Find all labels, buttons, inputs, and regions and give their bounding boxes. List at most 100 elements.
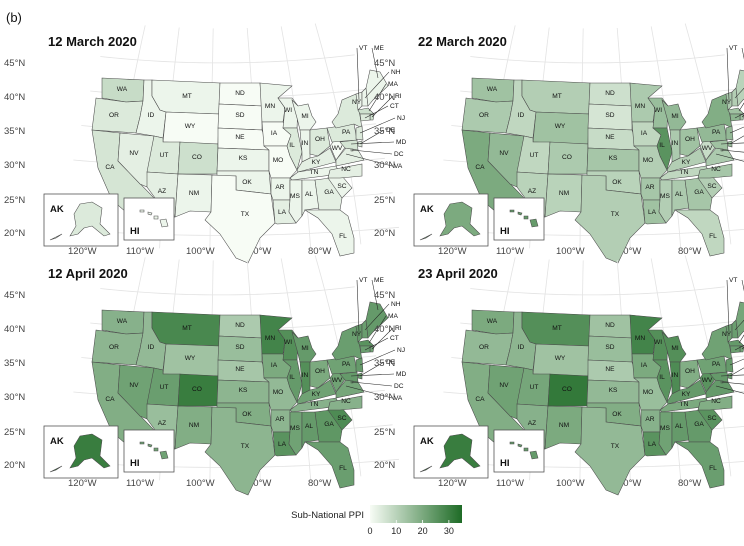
leader-line [720, 142, 744, 145]
hawaii-inset: HI [123, 429, 175, 473]
state-label-wv: WV [332, 145, 343, 152]
alaska-inset: AK [413, 425, 489, 479]
leader-line [364, 303, 390, 331]
state-label-wa: WA [487, 86, 498, 93]
state-label-ar: AR [645, 416, 654, 423]
alaska-inset: AK [43, 425, 119, 479]
leader-line [371, 279, 379, 311]
state-ky [296, 379, 337, 405]
state-al [301, 411, 320, 449]
state-label-tn: TN [680, 401, 689, 408]
state-label-mo: MO [643, 389, 654, 396]
state-label-al: AL [675, 423, 683, 430]
state-ct [359, 113, 371, 122]
state-label-tx: TX [241, 443, 250, 450]
latitude-tick: 30°N [4, 160, 25, 171]
state-oh [309, 359, 331, 389]
state-label-ut: UT [530, 384, 539, 391]
state-label-nj: NJ [397, 115, 405, 122]
state-label-wy: WY [555, 123, 566, 130]
latitude-tick: 30°N [4, 392, 25, 403]
state-label-az: AZ [158, 188, 166, 195]
state-ak [419, 201, 481, 241]
figure-label: (b) [6, 10, 22, 25]
state-ga [684, 409, 713, 443]
leader-line [351, 149, 393, 155]
longitude-tick: 110°W [496, 246, 524, 257]
hawaii-inset: HI [493, 197, 545, 241]
state-me [735, 69, 744, 107]
state-nm [544, 173, 583, 218]
state-label-nc: NC [711, 398, 721, 405]
state-nv [487, 364, 525, 420]
state-ct [729, 113, 741, 122]
state-label-ar: AR [275, 416, 284, 423]
state-label-az: AZ [158, 420, 166, 427]
state-nm [544, 405, 583, 450]
state-md [339, 139, 359, 151]
state-label-wy: WY [185, 123, 196, 130]
legend-tick: 30 [444, 526, 454, 536]
panel-title: 12 March 2020 [48, 34, 137, 49]
state-label-tn: TN [680, 169, 689, 176]
leader-line [726, 47, 730, 101]
state-label-il: IL [659, 374, 665, 381]
state-nc [697, 163, 733, 179]
legend-tick: 0 [367, 526, 372, 536]
state-label-mo: MO [273, 157, 284, 164]
state-label-ca: CA [105, 396, 115, 403]
parallel-line [100, 54, 355, 64]
state-label-ga: GA [324, 189, 334, 196]
state-label-nc: NC [341, 398, 351, 405]
inset-label-hi: HI [500, 458, 510, 469]
state-label-ok: OK [242, 411, 252, 418]
state-label-mn: MN [635, 103, 645, 110]
state-label-wv: WV [702, 377, 713, 384]
parallel-line [470, 54, 725, 64]
state-hi [139, 209, 169, 228]
state-label-sd: SD [235, 112, 244, 119]
longitude-tick: 120°W [68, 478, 97, 489]
state-label-ms: MS [290, 193, 300, 200]
leader-line [734, 112, 744, 119]
states [91, 301, 389, 496]
leader-line [364, 105, 389, 119]
state-label-mt: MT [182, 325, 192, 332]
state-label-sc: SC [337, 183, 346, 190]
state-label-il: IL [289, 374, 295, 381]
state-label-dc: DC [394, 151, 404, 158]
state-ak [49, 201, 111, 241]
leader-line [356, 47, 360, 101]
latitude-tick: 45°N [374, 58, 395, 69]
state-label-wi: WI [654, 107, 662, 114]
state-label-pa: PA [712, 129, 721, 136]
legend-colorbar [370, 505, 462, 523]
latitude-tick: 35°N [374, 358, 395, 369]
state-fl [304, 441, 355, 489]
state-label-al: AL [305, 191, 313, 198]
state-label-in: IN [302, 140, 309, 147]
state-label-tx: TX [611, 443, 620, 450]
longitude-tick: 110°W [126, 478, 154, 489]
state-label-co: CO [192, 386, 202, 393]
state-label-nm: NM [559, 190, 569, 197]
state-label-ga: GA [324, 421, 334, 428]
state-ga [314, 177, 343, 211]
state-il [282, 359, 303, 403]
state-ma [727, 107, 744, 115]
state-label-ma: MA [388, 81, 398, 88]
latitude-tick: 25°N [374, 427, 395, 438]
leader-line [720, 374, 744, 377]
leader-line [350, 141, 395, 145]
state-label-nc: NC [711, 166, 721, 173]
leader-line [729, 126, 744, 134]
state-al [671, 179, 690, 217]
state-tx [204, 174, 276, 264]
state-me [735, 301, 744, 339]
state-label-oh: OH [315, 136, 325, 143]
leader-line [715, 385, 744, 394]
legend-title: Sub-National PPI [291, 510, 364, 521]
longitude-tick: 80°W [678, 246, 701, 257]
map-panel-1: 12 March 2020 45°N 40°N 35°N 30°N 25°N 20°N 120… [4, 23, 406, 264]
state-ga [684, 177, 713, 211]
